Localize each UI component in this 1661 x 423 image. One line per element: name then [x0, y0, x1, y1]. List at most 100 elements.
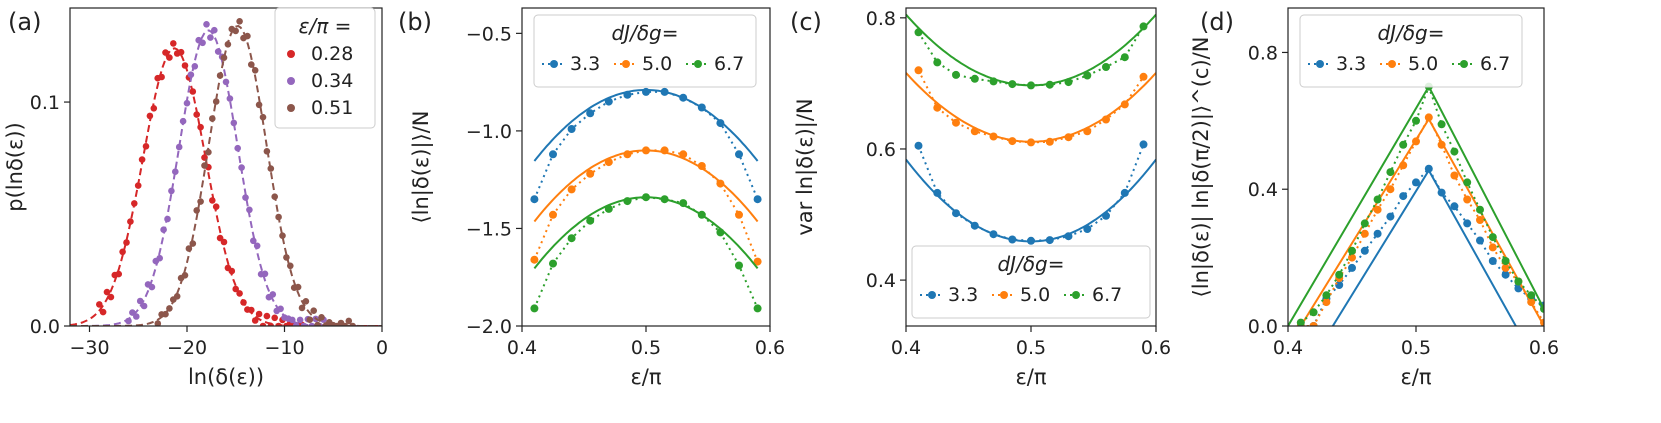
legend: dJ/δg= 3.3 5.0 6.7	[911, 245, 1151, 319]
data-point	[158, 73, 165, 81]
data-point	[989, 77, 998, 86]
data-point	[240, 299, 247, 306]
y-axis-label: p(lnδ(ε))	[3, 122, 27, 211]
data-point	[349, 322, 356, 326]
data-point	[1008, 137, 1017, 146]
series-line-3.3	[917, 144, 1145, 242]
data-point	[1322, 291, 1331, 300]
data-point	[1373, 205, 1382, 214]
data-point	[642, 87, 650, 96]
data-point	[96, 301, 103, 308]
x-tick-label: 0.6	[1529, 337, 1559, 359]
data-point	[1540, 318, 1544, 326]
y-tick-label: 0.8	[1248, 42, 1278, 64]
legend-marker	[1000, 291, 1008, 299]
data-point	[1424, 113, 1433, 122]
data-point	[660, 87, 669, 96]
data-point	[250, 237, 257, 245]
data-point	[189, 88, 197, 95]
data-point	[549, 259, 557, 268]
data-point	[970, 127, 979, 136]
data-point	[181, 272, 189, 279]
x-tick-label: 0.4	[1273, 337, 1303, 359]
data-point	[1412, 178, 1420, 187]
data-point	[107, 293, 115, 301]
data-point	[172, 168, 179, 175]
data-point	[263, 312, 271, 320]
y-tick-label: 0.1	[30, 92, 60, 114]
data-point	[1348, 253, 1356, 262]
data-point	[261, 270, 269, 278]
data-point	[1309, 308, 1318, 317]
series-line-3.3	[1300, 166, 1544, 326]
data-point	[1488, 233, 1497, 242]
data-point	[567, 185, 576, 194]
legend-entry: 5.0	[1020, 284, 1050, 306]
legend-entry: 6.7	[1092, 284, 1122, 306]
data-point	[193, 111, 200, 118]
data-point	[187, 71, 195, 78]
data-point	[1386, 168, 1395, 177]
data-point	[148, 283, 156, 291]
data-point	[203, 21, 210, 28]
data-point	[1045, 236, 1054, 245]
x-axis-label: ε/π	[630, 365, 661, 389]
data-point	[1399, 161, 1408, 170]
data-point	[154, 320, 162, 326]
x-tick-label: −20	[167, 337, 207, 359]
data-point	[156, 254, 163, 262]
data-point	[1476, 216, 1484, 224]
data-point	[1296, 318, 1305, 326]
legend-marker	[1460, 60, 1468, 68]
x-tick-label: 0.6	[1141, 337, 1171, 359]
data-point	[1501, 257, 1510, 265]
data-point	[205, 148, 212, 156]
data-point	[251, 317, 259, 324]
legend-marker	[1388, 60, 1396, 68]
data-point	[1399, 192, 1408, 201]
legend-title: dJ/δg=	[611, 21, 678, 45]
data-point	[232, 285, 239, 293]
data-point	[1102, 63, 1110, 71]
plot-area	[1288, 82, 1544, 326]
data-point	[302, 298, 310, 305]
data-point	[1463, 195, 1472, 204]
data-point	[989, 132, 998, 141]
data-point	[604, 158, 613, 167]
chart-panels: (a) −30 −20 −10 0 0.0 0.1 ln(δ(ε)) p(lnδ(ε)) ε/π …	[3, 7, 1559, 389]
data-point	[298, 304, 306, 312]
data-point	[1083, 225, 1092, 233]
data-point	[226, 95, 234, 102]
data-point	[1373, 229, 1382, 238]
data-point	[255, 310, 263, 318]
data-point	[1360, 246, 1369, 255]
data-point	[345, 317, 353, 325]
data-point	[228, 267, 236, 275]
data-point	[1083, 71, 1092, 80]
data-point	[259, 113, 267, 121]
data-point	[933, 103, 942, 112]
x-axis-label: ε/π	[1015, 365, 1046, 389]
data-point	[275, 213, 282, 221]
legend-entry: 6.7	[1480, 53, 1510, 75]
data-point	[185, 245, 193, 252]
data-point	[1527, 298, 1536, 307]
data-point	[623, 150, 632, 159]
panel-label: (a)	[8, 8, 41, 36]
panel-c: (c) 0.4 0.5 0.6 0.4 0.6 0.8 ε/π var ln|δ(ε)|/N dJ…	[790, 7, 1171, 389]
legend-entry: 5.0	[642, 53, 672, 75]
data-point	[234, 144, 241, 152]
data-point	[586, 169, 595, 178]
legend-title: dJ/δg=	[1377, 21, 1444, 45]
x-tick-label: 0.5	[1016, 337, 1046, 359]
data-point	[952, 70, 960, 79]
data-point	[267, 322, 275, 326]
data-point	[970, 221, 979, 230]
legend-marker	[287, 104, 295, 112]
data-point	[1335, 281, 1344, 289]
data-point	[166, 305, 173, 312]
data-point	[271, 193, 279, 200]
data-point	[1437, 188, 1446, 197]
data-point	[1399, 140, 1408, 149]
